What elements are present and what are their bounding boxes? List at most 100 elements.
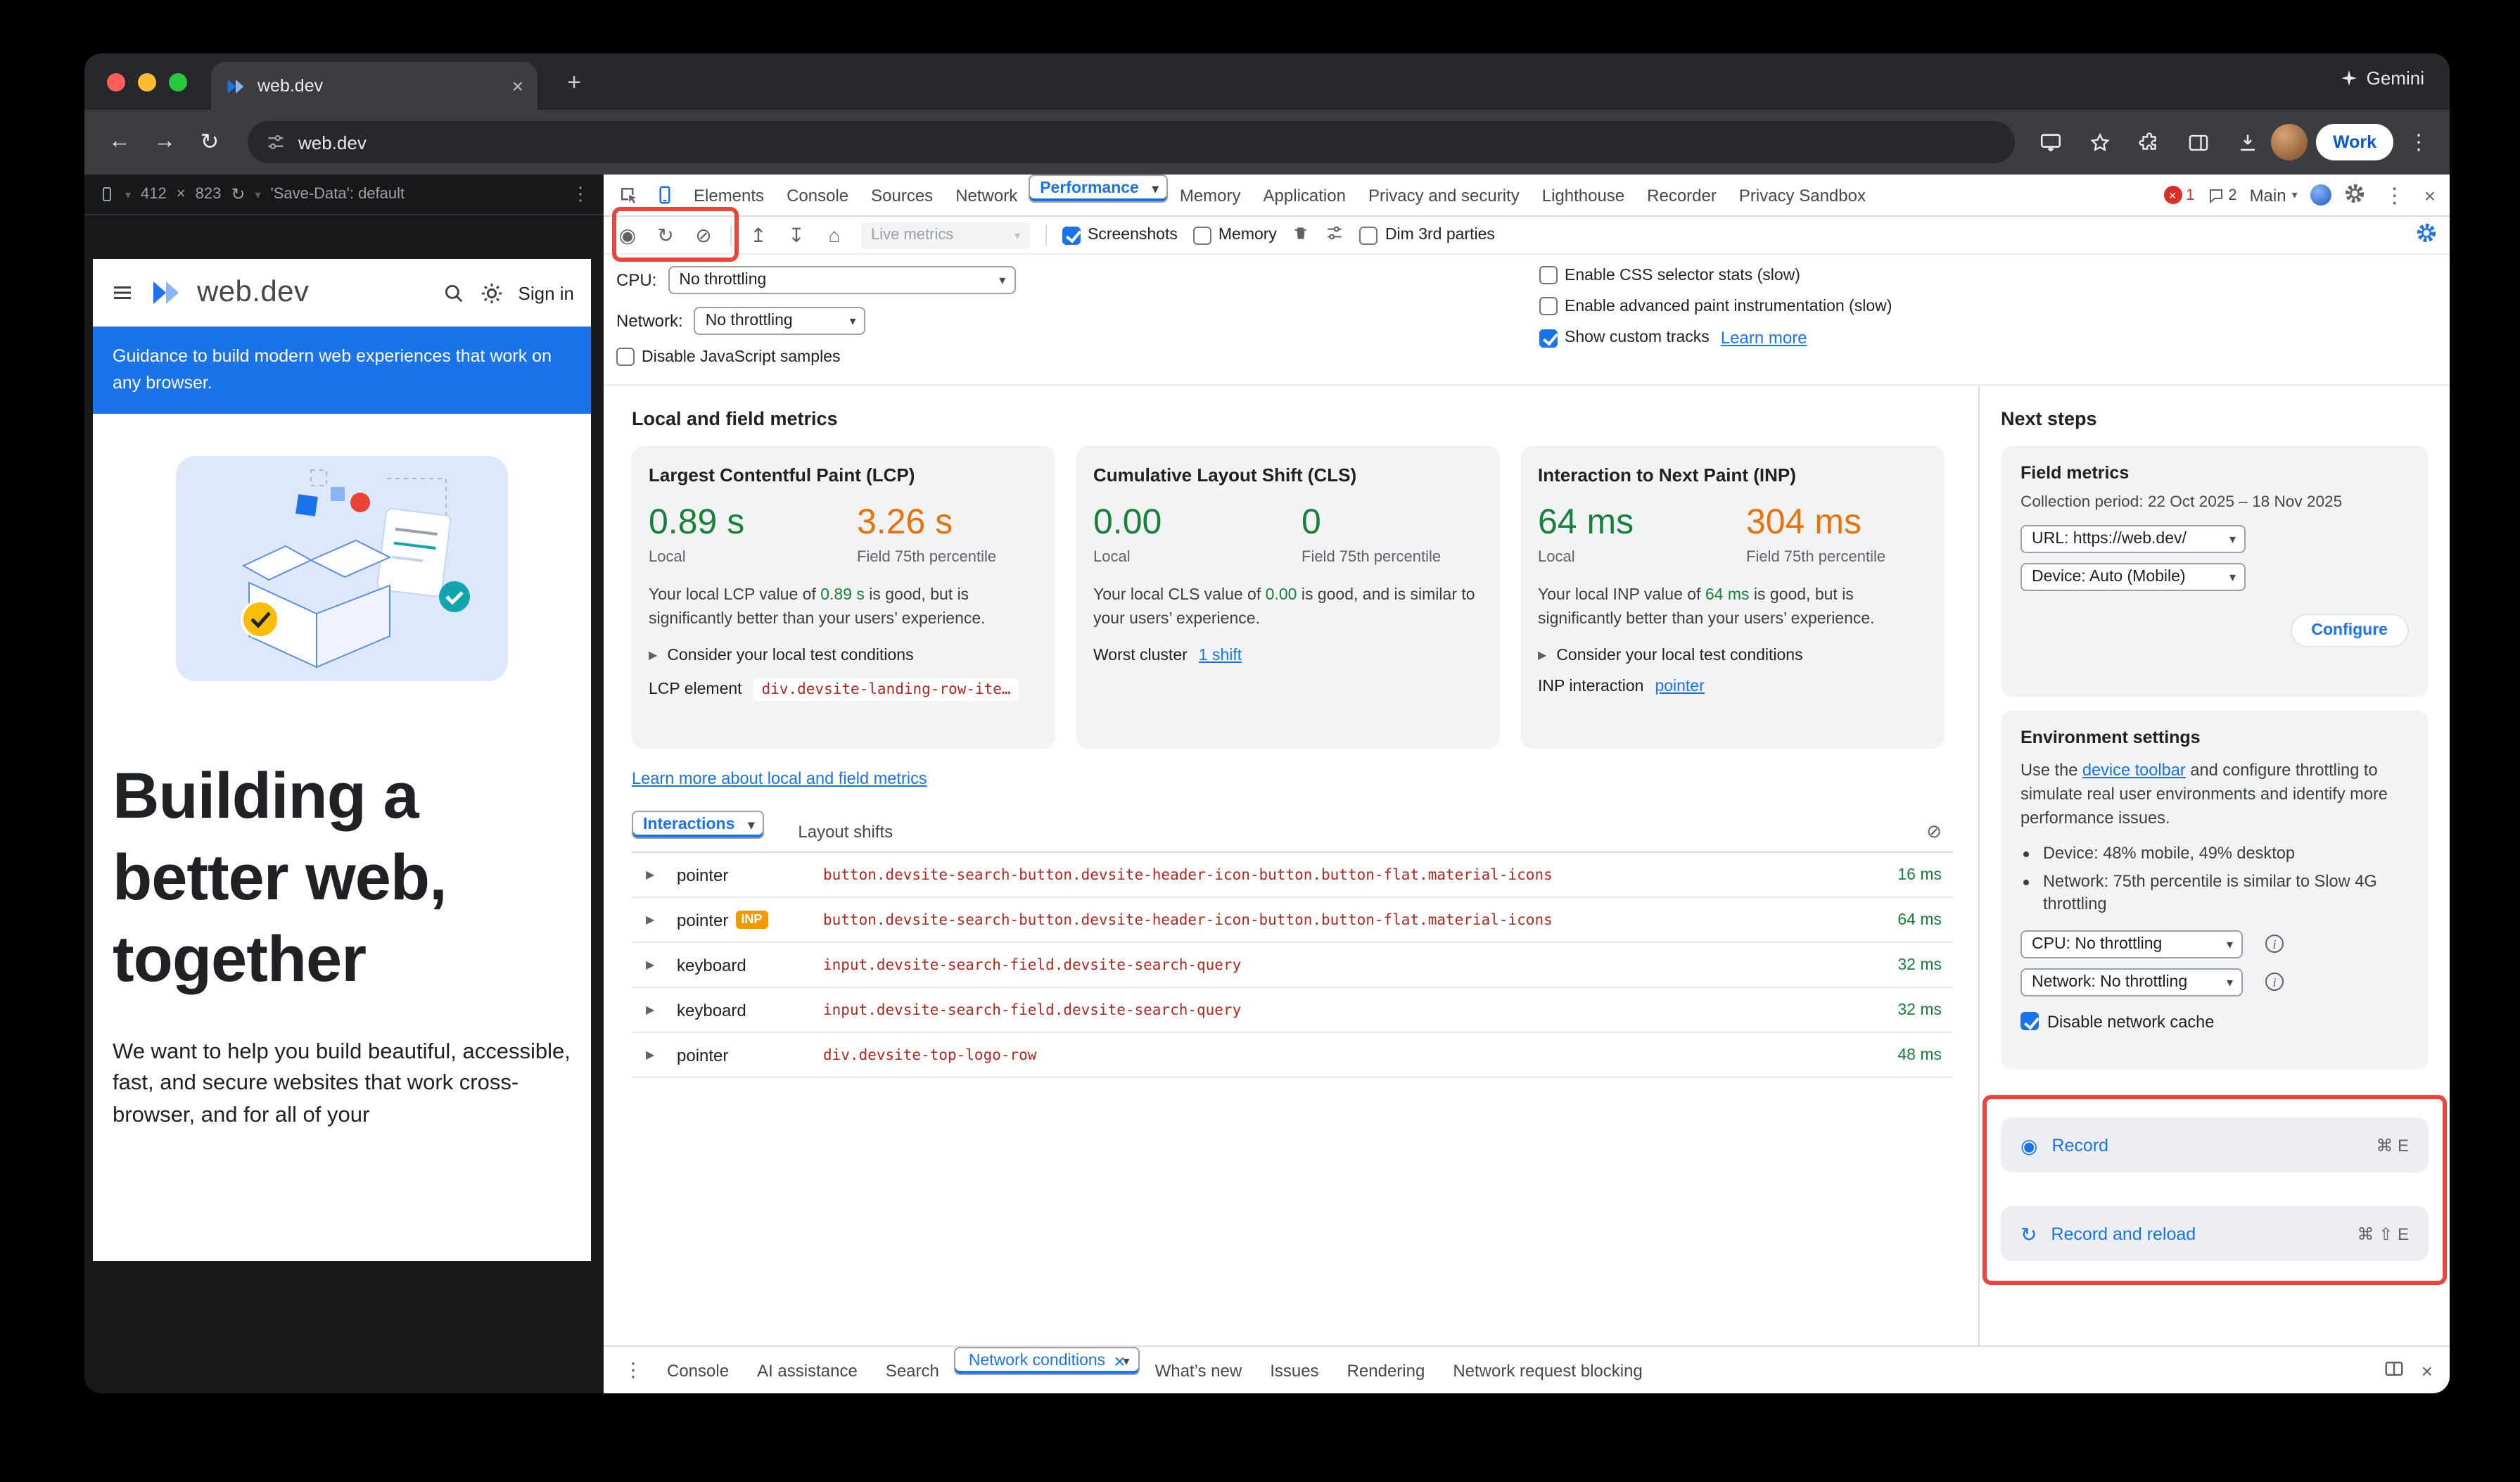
tab-application[interactable]: Application (1263, 185, 1346, 205)
live-metrics-home-button[interactable]: ⌂ (828, 224, 841, 246)
drawer-tab-rendering[interactable]: Rendering (1347, 1360, 1425, 1380)
shortcuts-button[interactable] (1326, 224, 1344, 246)
env-cpu-select[interactable]: CPU: No throttling (2021, 930, 2243, 958)
webdev-logo-icon[interactable] (149, 276, 183, 310)
close-window-button[interactable] (107, 73, 125, 91)
tab-network[interactable]: Network (955, 185, 1018, 205)
viewport-height[interactable]: 823 (195, 186, 222, 203)
network-info-icon[interactable] (2265, 973, 2284, 992)
dim-3rd-parties-checkbox[interactable]: Dim 3rd parties (1359, 226, 1495, 244)
drawer-close-button[interactable]: × (2421, 1359, 2433, 1381)
bookmark-button[interactable] (2081, 122, 2120, 162)
drawer-tab-network-conditions[interactable]: Network conditions × (954, 1347, 1140, 1375)
devtools-menu-button[interactable]: ⋮ (2384, 184, 2405, 208)
tab-recorder[interactable]: Recorder (1647, 185, 1717, 205)
device-toolbar-toggle-button[interactable] (646, 175, 682, 215)
sign-in-button[interactable]: Sign in (518, 282, 575, 303)
tab-privacy-security[interactable]: Privacy and security (1368, 185, 1520, 205)
lcp-conditions-expander[interactable]: ▶ Consider your local test conditions (649, 647, 1038, 664)
inp-interaction-link[interactable]: pointer (1655, 678, 1705, 695)
record-shortcut-button[interactable]: ◉ Record ⌘ E (2001, 1117, 2429, 1172)
configure-button[interactable]: Configure (2290, 614, 2409, 647)
clear-log-icon[interactable]: ⊘ (1926, 820, 1942, 841)
extensions-button[interactable] (2130, 122, 2170, 162)
drawer-menu-button[interactable]: ⋮ (623, 1358, 643, 1381)
minimize-window-button[interactable] (138, 73, 156, 91)
interaction-row[interactable]: ▶ keyboard input.devsite-search-field.de… (632, 943, 1953, 988)
record-button[interactable]: ◉ (618, 224, 637, 246)
lcp-element-chip[interactable]: div.devsite-landing-row-ite… (753, 678, 1019, 700)
tab-console[interactable]: Console (787, 185, 849, 205)
tab-elements[interactable]: Elements (694, 185, 765, 205)
cpu-info-icon[interactable] (2265, 935, 2284, 954)
load-profile-button[interactable]: ↥ (750, 224, 767, 246)
disable-js-samples-checkbox[interactable]: Disable JavaScript samples (616, 348, 841, 366)
row-expand-icon[interactable]: ▶ (646, 913, 655, 926)
tab-layout-shifts[interactable]: Layout shifts (798, 821, 893, 841)
save-profile-button[interactable]: ↧ (788, 224, 805, 246)
devtools-profile-icon[interactable] (2310, 184, 2331, 205)
tab-privacy-sandbox[interactable]: Privacy Sandbox (1738, 185, 1866, 205)
tab-close-icon[interactable]: × (511, 75, 523, 97)
drawer-tab-network-request-blocking[interactable]: Network request blocking (1453, 1360, 1643, 1380)
interaction-row[interactable]: ▶ keyboard input.devsite-search-field.de… (632, 988, 1953, 1033)
custom-tracks-checkbox[interactable]: Show custom tracks (1539, 329, 1710, 347)
drawer-tab-ai-assistance[interactable]: AI assistance (757, 1360, 858, 1380)
save-data-select[interactable]: 'Save-Data': default (270, 186, 405, 203)
profile-avatar[interactable] (2270, 124, 2308, 160)
drawer-tab-search[interactable]: Search (885, 1360, 939, 1380)
clear-button[interactable]: ⊘ (695, 224, 712, 246)
inspect-element-button[interactable] (609, 175, 646, 215)
browser-tab[interactable]: web.dev × (211, 62, 537, 110)
zoom-caret-icon[interactable]: ▾ (255, 188, 261, 201)
issues-badge[interactable]: 2 (2207, 186, 2237, 203)
zoom-window-button[interactable] (169, 73, 187, 91)
interaction-row[interactable]: ▶ pointer INP button.devsite-search-butto… (632, 898, 1953, 943)
row-expand-icon[interactable]: ▶ (646, 1049, 655, 1061)
cpu-throttling-select[interactable]: No throttling (668, 266, 1016, 294)
record-reload-shortcut-button[interactable]: ↻ Record and reload ⌘ ⇧ E (2001, 1206, 2429, 1261)
back-button[interactable]: ← (108, 129, 131, 153)
disable-network-cache-checkbox[interactable]: Disable network cache (2021, 1012, 2409, 1032)
device-toolbar-link[interactable]: device toolbar (2082, 760, 2186, 780)
inp-conditions-expander[interactable]: ▶ Consider your local test conditions (1538, 647, 1928, 664)
device-select-caret-icon[interactable]: ▾ (125, 188, 132, 201)
metrics-learn-more-link[interactable]: Learn more about local and field metrics (632, 768, 927, 788)
drawer-tab-close-icon[interactable]: × (1114, 1350, 1126, 1372)
tab-interactions[interactable]: Interactions (632, 811, 765, 839)
target-select[interactable]: Main ▾ (2250, 185, 2298, 205)
tab-lighthouse[interactable]: Lighthouse (1541, 185, 1625, 205)
hamburger-menu-icon[interactable] (110, 280, 135, 305)
devtools-settings-button[interactable] (2344, 182, 2365, 208)
reload-button[interactable]: ↻ (200, 131, 219, 155)
profile-chip-button[interactable]: Work (2315, 124, 2393, 160)
share-button[interactable] (2032, 122, 2071, 162)
drawer-tab-whats-new[interactable]: What’s new (1154, 1360, 1242, 1380)
tab-performance[interactable]: Performance (1029, 175, 1169, 203)
tab-memory[interactable]: Memory (1179, 185, 1241, 205)
interaction-row[interactable]: ▶ pointer button.devsite-search-button.d… (632, 853, 1953, 898)
css-selector-stats-checkbox[interactable]: Enable CSS selector stats (slow) (1539, 266, 1800, 284)
url-select[interactable]: URL: https://web.dev/ (2021, 525, 2246, 553)
address-bar[interactable]: web.dev (248, 121, 2015, 163)
device-select[interactable]: Device: Auto (Mobile) (2021, 563, 2246, 591)
search-icon[interactable] (443, 281, 466, 305)
new-tab-button[interactable]: + (567, 69, 581, 96)
error-badge[interactable]: 1 (2163, 186, 2194, 204)
devtools-close-button[interactable]: × (2424, 184, 2436, 206)
row-expand-icon[interactable]: ▶ (646, 868, 655, 881)
env-network-select[interactable]: Network: No throttling (2021, 968, 2243, 996)
record-and-reload-button[interactable]: ↻ (657, 224, 674, 246)
browser-menu-button[interactable]: ⋮ (2408, 131, 2429, 155)
worst-cluster-link[interactable]: 1 shift (1198, 647, 1242, 664)
memory-checkbox[interactable]: Memory (1192, 226, 1277, 244)
row-expand-icon[interactable]: ▶ (646, 1003, 655, 1016)
paint-instrumentation-checkbox[interactable]: Enable advanced paint instrumentation (s… (1539, 297, 1892, 315)
gemini-button[interactable]: Gemini (2340, 68, 2424, 89)
row-expand-icon[interactable]: ▶ (646, 958, 655, 971)
tab-sources[interactable]: Sources (871, 185, 934, 205)
theme-toggle-icon[interactable] (481, 281, 504, 305)
capture-settings-button[interactable] (2416, 222, 2437, 248)
device-toolbar-menu-button[interactable]: ⋮ (571, 183, 590, 204)
collect-garbage-button[interactable] (1292, 224, 1311, 246)
